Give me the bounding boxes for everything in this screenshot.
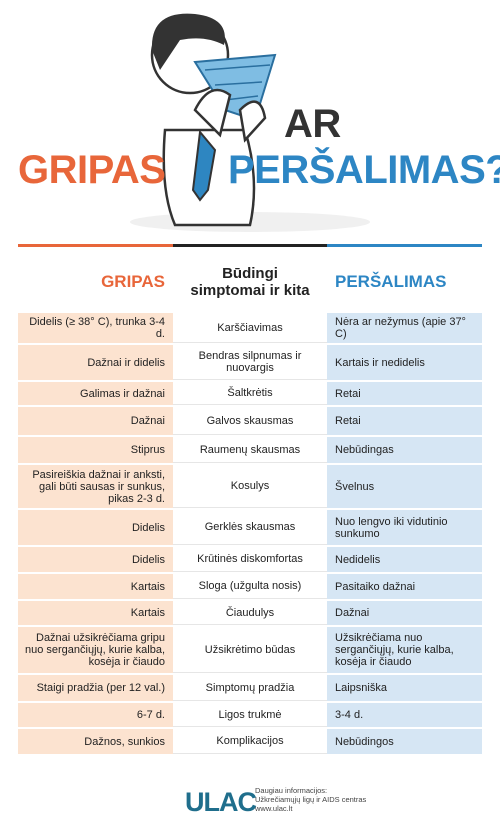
- table-cell: Užsikrėčiama nuo sergančiųjų, kurie kalb…: [327, 627, 482, 673]
- table-cell: Retai: [327, 382, 482, 405]
- illustration: [130, 13, 370, 232]
- table-cell: 6-7 d.: [18, 703, 173, 727]
- table-row: Kartais Čiaudulys Dažnai: [18, 601, 482, 627]
- table-cell: Krūtinės diskomfortas: [173, 547, 327, 572]
- table-cell: Galvos skausmas: [173, 407, 327, 435]
- title-flu: GRIPAS: [18, 148, 166, 192]
- table-row: Dažnai ir didelis Bendras silpnumas ir nu…: [18, 345, 482, 382]
- title-cold: PERŠALIMAS?: [228, 148, 500, 192]
- column-header: GRIPAS: [101, 272, 165, 291]
- header-rule: [173, 244, 327, 247]
- table-cell: Didelis: [18, 510, 173, 545]
- table-cell: Pasireiškia dažnai ir anksti, gali būti …: [18, 465, 173, 508]
- table-row: Dažnos, sunkios Komplikacijos Nebūdingos: [18, 729, 482, 756]
- table-cell: Bendras silpnumas ir nuovargis: [173, 345, 327, 380]
- table-cell: Ligos trukmė: [173, 703, 327, 727]
- table-cell: Dažnai: [327, 601, 482, 625]
- table-cell: Laipsniška: [327, 675, 482, 701]
- footer-line: Užkrečiamųjų ligų ir AIDS centras: [255, 795, 367, 804]
- table-row: Didelis (≥ 38° C), trunka 3-4 d. Karščiav…: [18, 313, 482, 345]
- table-cell: Nedidelis: [327, 547, 482, 572]
- footer-line: www.ulac.lt: [255, 804, 293, 813]
- table-row: Pasireiškia dažnai ir anksti, gali būti …: [18, 465, 482, 510]
- table-row: Dažnai Galvos skausmas Retai: [18, 407, 482, 437]
- table-cell: Didelis: [18, 547, 173, 572]
- table-cell: Kartais ir nedidelis: [327, 345, 482, 380]
- table-row: Didelis Gerklės skausmas Nuo lengvo iki vi…: [18, 510, 482, 547]
- table-cell: Šaltkrėtis: [173, 382, 327, 405]
- table-row: 6-7 d. Ligos trukmė 3-4 d.: [18, 703, 482, 729]
- table-cell: 3-4 d.: [327, 703, 482, 727]
- table-row: Galimas ir dažnai Šaltkrėtis Retai: [18, 382, 482, 407]
- column-header: PERŠALIMAS: [335, 272, 447, 291]
- footer-line: Daugiau informacijos:: [255, 786, 328, 795]
- table-row: Staigi pradžia (per 12 val.) Simptomų pra…: [18, 675, 482, 703]
- table-cell: Komplikacijos: [173, 729, 327, 754]
- table-cell: Staigi pradžia (per 12 val.): [18, 675, 173, 701]
- logo: ULAC: [185, 787, 257, 817]
- table-cell: Simptomų pradžia: [173, 675, 327, 701]
- table-row: Kartais Sloga (užgulta nosis) Pasitaiko da…: [18, 574, 482, 601]
- table-cell: Nebūdingas: [327, 437, 482, 463]
- footer-text: Daugiau informacijos: Užkrečiamųjų ligų i…: [255, 786, 366, 813]
- table-cell: Dažnai ir didelis: [18, 345, 173, 380]
- table-cell: Kartais: [18, 574, 173, 599]
- table-cell: Raumenų skausmas: [173, 437, 327, 463]
- table-row: Stiprus Raumenų skausmas Nebūdingas: [18, 437, 482, 465]
- table-cell: Stiprus: [18, 437, 173, 463]
- table-cell: Dažnai: [18, 407, 173, 435]
- table-cell: Švelnus: [327, 465, 482, 508]
- table-cell: Nuo lengvo iki vidutinio sunkumo: [327, 510, 482, 545]
- table-row: Dažnai užsikrėčiama gripu nuo sergančiųj…: [18, 627, 482, 675]
- table-cell: Galimas ir dažnai: [18, 382, 173, 405]
- table-row: Didelis Krūtinės diskomfortas Nedidelis: [18, 547, 482, 574]
- table-cell: Gerklės skausmas: [173, 510, 327, 545]
- header-rule: [327, 244, 482, 247]
- column-header: Būdingi simptomai ir kita: [190, 265, 310, 299]
- table-cell: Kartais: [18, 601, 173, 625]
- table-cell: Čiaudulys: [173, 601, 327, 625]
- table-cell: Sloga (užgulta nosis): [173, 574, 327, 599]
- table-cell: Nebūdingos: [327, 729, 482, 754]
- table-cell: Užsikrėtimo būdas: [173, 627, 327, 673]
- title-or: AR: [284, 102, 341, 146]
- header-rule: [18, 244, 173, 247]
- table-cell: Karščiavimas: [173, 313, 327, 343]
- table-cell: Nėra ar nežymus (apie 37° C): [327, 313, 482, 343]
- table-cell: Dažnos, sunkios: [18, 729, 173, 754]
- table-cell: Didelis (≥ 38° C), trunka 3-4 d.: [18, 313, 173, 343]
- table-cell: Retai: [327, 407, 482, 435]
- table-cell: Dažnai užsikrėčiama gripu nuo sergančiųj…: [18, 627, 173, 673]
- table-cell: Pasitaiko dažnai: [327, 574, 482, 599]
- table-cell: Kosulys: [173, 465, 327, 508]
